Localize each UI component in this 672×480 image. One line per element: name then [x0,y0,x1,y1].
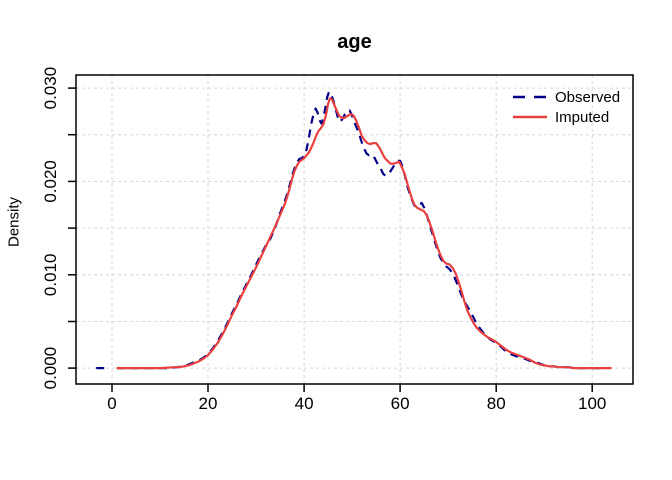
legend-item-observed: Observed [513,87,620,107]
x-tick-label: 0 [107,394,116,413]
y-tick-label: 0.010 [41,254,60,297]
imputed-curve [116,97,612,370]
y-tick-label: 0.030 [41,67,60,110]
legend-label-observed: Observed [555,88,621,106]
y-tick-label: 0.000 [41,347,60,390]
x-tick-label: 60 [391,394,410,413]
x-tick-label: 80 [487,394,506,413]
y-tick-label: 0.020 [41,160,60,203]
observed-curve [116,90,607,370]
x-tick-label: 40 [295,394,314,413]
chart-title: age [337,31,372,53]
x-tick-label: 100 [578,394,606,413]
legend-label-imputed: Imputed [555,108,610,126]
legend: Observed Imputed [513,87,620,127]
legend-item-imputed: Imputed [513,107,620,127]
x-tick-label: 20 [199,394,218,413]
legend-line-observed-icon [513,95,547,99]
plot-border [75,74,634,385]
legend-line-imputed-icon [513,115,547,119]
